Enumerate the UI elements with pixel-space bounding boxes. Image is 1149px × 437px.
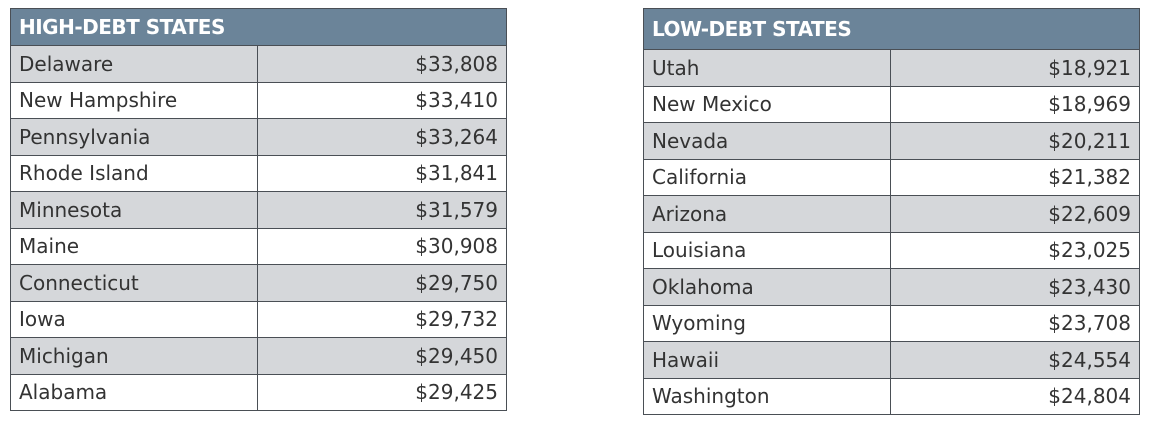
table-row: California $21,382 [643,158,1140,196]
debt-amount: $29,750 [257,264,507,302]
state-name: Rhode Island [10,154,258,192]
header-row: HIGH-DEBT STATES [10,8,507,46]
table-row: Maine $30,908 [10,227,507,265]
table-row: Pennsylvania $33,264 [10,118,507,156]
table-row: New Mexico $18,969 [643,85,1140,123]
state-name: Hawaii [643,341,891,379]
low-debt-table: LOW-DEBT STATES Utah $18,921 New Mexico $18,… [643,8,1140,415]
table-row: Alabama $29,425 [10,373,507,411]
table-row: Michigan $29,450 [10,337,507,375]
debt-amount: $31,841 [257,154,507,192]
table-row: Utah $18,921 [643,49,1140,87]
debt-amount: $20,211 [890,122,1140,160]
debt-amount: $18,969 [890,85,1140,123]
debt-amount: $24,804 [890,377,1140,415]
debt-amount: $29,450 [257,337,507,375]
state-name: Alabama [10,373,258,411]
debt-amount: $31,579 [257,191,507,229]
table-row: Iowa $29,732 [10,300,507,338]
debt-amount: $22,609 [890,195,1140,233]
state-name: Minnesota [10,191,258,229]
table-row: Rhode Island $31,841 [10,154,507,192]
state-name: New Hampshire [10,81,258,119]
table-row: Arizona $22,609 [643,195,1140,233]
debt-amount: $23,708 [890,304,1140,342]
state-name: Oklahoma [643,268,891,306]
table-title: LOW-DEBT STATES [643,8,1140,50]
state-name: Arizona [643,195,891,233]
debt-amount: $23,430 [890,268,1140,306]
debt-amount: $33,808 [257,45,507,83]
table-row: Wyoming $23,708 [643,304,1140,342]
table-row: Minnesota $31,579 [10,191,507,229]
table-row: Louisiana $23,025 [643,231,1140,269]
state-name: Louisiana [643,231,891,269]
debt-amount: $33,264 [257,118,507,156]
table-row: Hawaii $24,554 [643,341,1140,379]
state-name: New Mexico [643,85,891,123]
high-debt-table: HIGH-DEBT STATES Delaware $33,808 New Hamps… [10,8,507,411]
debt-amount: $23,025 [890,231,1140,269]
debt-amount: $29,425 [257,373,507,411]
debt-amount: $30,908 [257,227,507,265]
table-row: Washington $24,804 [643,377,1140,415]
debt-amount: $33,410 [257,81,507,119]
table-row: Connecticut $29,750 [10,264,507,302]
table-row: Delaware $33,808 [10,45,507,83]
state-name: Utah [643,49,891,87]
state-name: Washington [643,377,891,415]
state-name: Nevada [643,122,891,160]
header-row: LOW-DEBT STATES [643,8,1140,50]
state-name: Michigan [10,337,258,375]
table-title: HIGH-DEBT STATES [10,8,507,46]
state-name: California [643,158,891,196]
state-name: Delaware [10,45,258,83]
table-row: New Hampshire $33,410 [10,81,507,119]
debt-amount: $21,382 [890,158,1140,196]
state-name: Iowa [10,300,258,338]
state-name: Connecticut [10,264,258,302]
debt-amount: $24,554 [890,341,1140,379]
debt-amount: $29,732 [257,300,507,338]
debt-amount: $18,921 [890,49,1140,87]
table-row: Oklahoma $23,430 [643,268,1140,306]
state-name: Wyoming [643,304,891,342]
state-name: Maine [10,227,258,265]
table-row: Nevada $20,211 [643,122,1140,160]
state-name: Pennsylvania [10,118,258,156]
